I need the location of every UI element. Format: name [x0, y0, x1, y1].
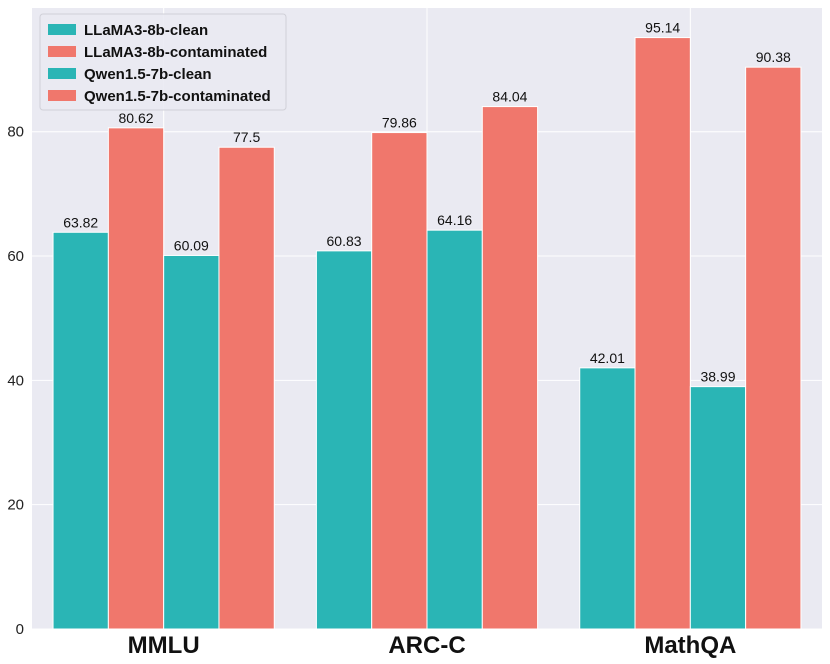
legend-swatch — [48, 46, 76, 57]
bar[interactable] — [634, 37, 691, 630]
legend-swatch — [48, 90, 76, 101]
data-label: 60.09 — [174, 237, 209, 253]
data-label: 38.99 — [700, 369, 735, 385]
y-tick-label: 60 — [7, 248, 24, 265]
x-tick-label: ARC-C — [388, 632, 465, 659]
y-tick-label: 0 — [16, 621, 24, 638]
y-tick-label: 20 — [7, 497, 24, 514]
bar[interactable] — [163, 254, 220, 630]
y-tick-label: 80 — [7, 124, 24, 141]
data-label: 80.62 — [118, 110, 153, 126]
data-label: 95.14 — [645, 20, 680, 36]
legend-label: Qwen1.5-7b-clean — [84, 66, 212, 83]
legend-label: Qwen1.5-7b-contaminated — [84, 88, 271, 105]
x-axis: MMLU ARC-C MathQA — [128, 632, 737, 659]
data-label: 64.16 — [437, 212, 472, 228]
data-label: 63.82 — [63, 214, 98, 230]
bar[interactable] — [52, 231, 109, 630]
data-label: 42.01 — [590, 350, 625, 366]
bar[interactable] — [107, 127, 165, 630]
bar[interactable] — [371, 132, 428, 630]
y-tick-label: 40 — [7, 372, 24, 389]
legend-label: LLaMA3-8b-contaminated — [84, 44, 267, 61]
legend-label: LLaMA3-8b-clean — [84, 22, 208, 39]
legend-box — [39, 13, 287, 111]
legend-swatch — [48, 68, 76, 79]
data-label: 90.38 — [756, 49, 791, 65]
data-label: 60.83 — [327, 233, 362, 249]
legend[interactable]: LLaMA3-8b-clean LLaMA3-8b-contaminated Qwe… — [39, 13, 287, 111]
bars — [52, 37, 802, 630]
data-label: 84.04 — [492, 89, 527, 105]
bar[interactable] — [481, 106, 539, 630]
bar[interactable] — [689, 386, 747, 630]
data-labels: 63.82 60.83 42.01 80.62 79.86 95.14 60.09 64.16… — [63, 20, 791, 385]
bar[interactable] — [579, 367, 636, 630]
bar[interactable] — [745, 66, 802, 630]
bar[interactable] — [315, 250, 373, 630]
data-label: 77.5 — [233, 129, 260, 145]
bar[interactable] — [218, 146, 275, 630]
y-axis: 0 20 40 60 80 — [7, 124, 24, 638]
legend-swatch — [48, 24, 76, 35]
data-label: 79.86 — [382, 115, 417, 131]
x-tick-label: MMLU — [128, 632, 200, 659]
bar[interactable] — [426, 229, 483, 630]
x-tick-label: MathQA — [644, 632, 736, 659]
